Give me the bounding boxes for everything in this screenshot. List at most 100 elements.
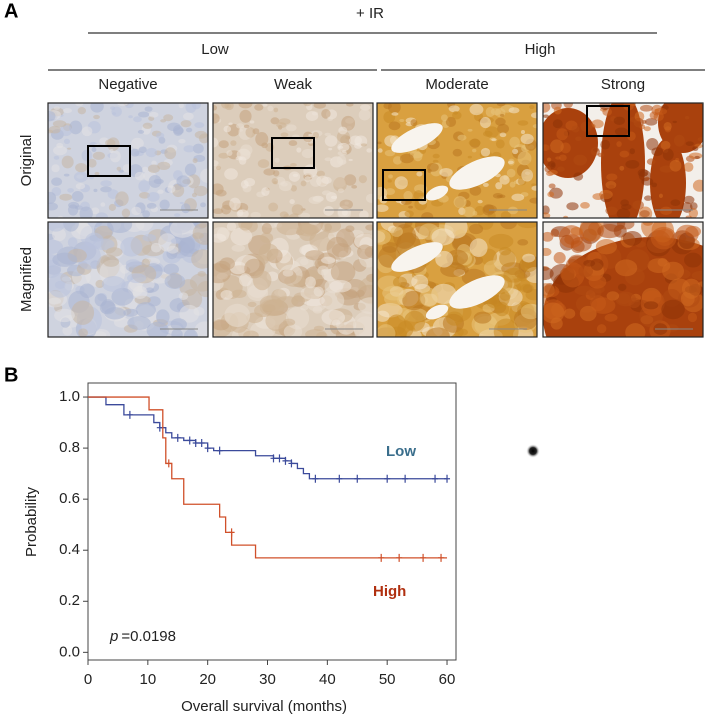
texture [261,187,270,197]
texture [197,270,206,277]
censor-mark [312,474,319,483]
texture [213,113,220,124]
texture [543,283,555,299]
texture [579,222,605,242]
texture [499,132,507,138]
texture [174,213,181,217]
column-label: Strong [601,76,645,93]
texture [614,127,628,136]
texture [421,212,434,218]
texture [48,191,57,204]
texture [142,210,151,218]
texture [178,139,186,144]
texture [123,308,139,317]
texture [313,103,327,109]
texture [125,259,141,268]
texture [236,123,245,129]
texture [336,130,350,143]
texture [95,279,105,289]
texture [231,244,246,252]
x-tick-label: 30 [259,671,276,688]
texture [163,263,179,275]
texture [271,289,287,304]
zoom-box [271,137,315,169]
texture [419,287,439,307]
texture [192,143,204,154]
texture [639,104,653,112]
texture [270,117,280,125]
zoom-box [87,145,131,177]
texture [358,276,373,305]
texture [661,299,685,320]
texture [685,215,692,218]
texture [53,155,60,160]
texture [146,321,169,337]
texture [508,107,520,114]
texture [651,147,663,157]
p-text: =0.0198 [121,628,176,645]
texture [245,127,256,138]
texture [100,186,112,193]
texture [359,104,371,111]
texture [553,252,566,264]
texture [435,250,454,268]
texture [48,110,56,122]
x-tick-label: 50 [379,671,396,688]
texture [650,226,677,250]
texture [517,151,532,166]
x-tick-label: 0 [84,671,92,688]
texture [185,127,193,133]
texture [597,224,622,239]
texture [377,229,391,245]
texture [291,204,304,216]
p-value: p =0.0198 [109,628,176,645]
texture [625,159,640,169]
texture [179,201,184,205]
texture [296,147,302,153]
texture [130,148,140,157]
texture [239,109,252,123]
texture [328,147,333,151]
censor-mark [192,438,199,447]
texture [142,166,149,173]
texture [107,137,120,152]
texture [579,305,597,322]
censor-mark [276,454,283,463]
texture [240,144,253,156]
texture [200,202,206,208]
texture [128,115,133,119]
texture [377,303,403,318]
censor-mark [444,474,451,483]
texture [127,273,147,283]
texture [48,239,64,255]
tissue-image [48,103,208,218]
texture [691,270,703,280]
texture [79,283,95,298]
texture [305,111,319,121]
texture [520,133,534,145]
texture [282,318,296,326]
texture [52,120,67,128]
texture [469,238,488,258]
texture [595,239,618,255]
texture [131,206,142,216]
texture [213,233,227,243]
texture [48,222,66,232]
texture [336,228,355,248]
censor-mark [402,474,409,483]
texture [324,132,331,137]
texture [457,134,467,141]
texture [513,180,519,185]
texture [135,302,156,318]
texture [552,119,563,129]
texture [247,301,257,308]
texture [171,183,185,198]
texture [485,106,495,118]
texture [169,222,196,238]
texture [473,311,492,324]
texture [200,168,208,183]
texture [78,328,88,337]
texture [578,265,594,278]
texture [493,318,519,337]
texture [600,139,611,150]
